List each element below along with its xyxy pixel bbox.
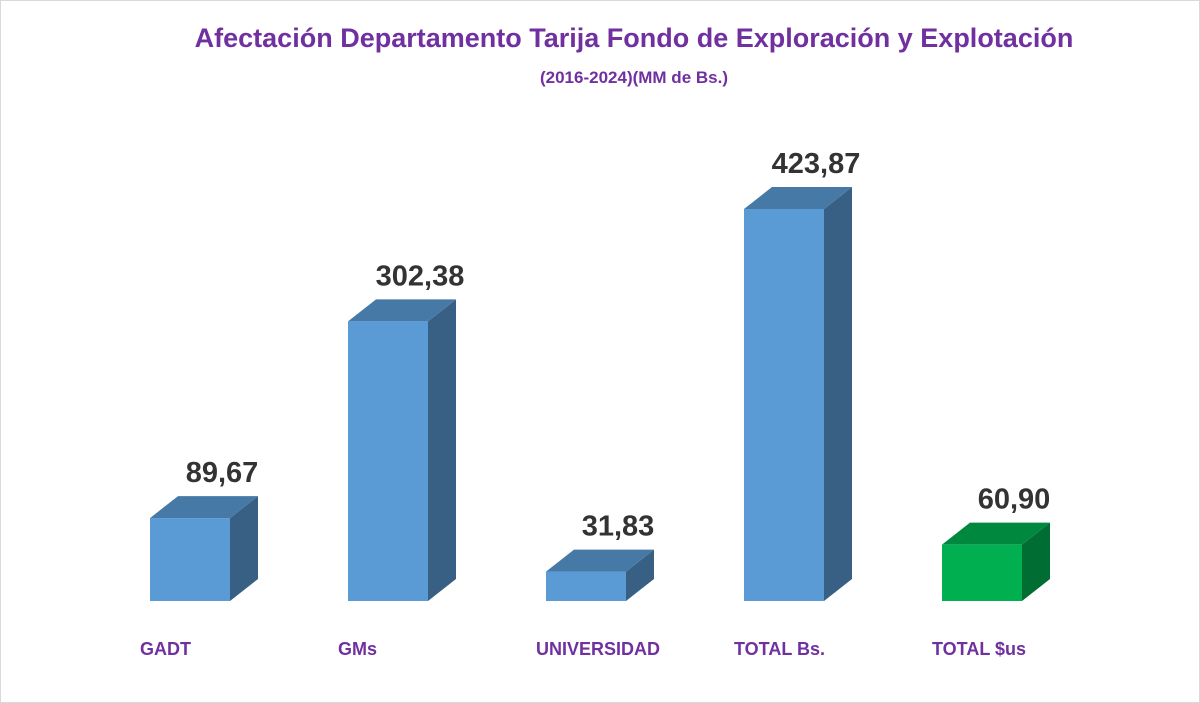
bar-top-face: [546, 549, 654, 572]
bar-front-face: [744, 209, 824, 601]
data-label: 302,38: [376, 260, 465, 292]
bar-2: [348, 299, 456, 601]
bar-4: [744, 187, 852, 601]
data-label: 423,87: [772, 148, 861, 180]
category-label: UNIVERSIDAD: [536, 639, 660, 659]
bar-side-face: [824, 187, 852, 601]
data-label: 89,67: [186, 457, 259, 489]
category-label: GADT: [140, 639, 191, 659]
bar-top-face: [348, 299, 456, 322]
bar-front-face: [348, 321, 428, 601]
bar-front-face: [150, 518, 230, 601]
bar-front-face: [546, 571, 626, 601]
bar-top-face: [942, 522, 1050, 545]
data-label: 31,83: [582, 511, 655, 543]
bar-side-face: [230, 496, 258, 601]
bar-top-face: [150, 496, 258, 519]
bar-side-face: [626, 549, 654, 601]
data-label: 60,90: [978, 484, 1051, 516]
bar-5: [942, 522, 1050, 601]
chart-subtitle: (2016-2024)(MM de Bs.): [539, 68, 728, 87]
bar-side-face: [428, 299, 456, 601]
category-label: GMs: [338, 639, 377, 659]
bar-top-face: [744, 187, 852, 209]
category-label: TOTAL $us: [932, 639, 1026, 659]
chart-title: Afectación Departamento Tarija Fondo de …: [194, 23, 1074, 53]
bar-front-face: [942, 544, 1022, 601]
bar-side-face: [1022, 522, 1050, 601]
category-label: TOTAL Bs.: [734, 639, 825, 659]
bar-1: [150, 496, 258, 601]
bar-3: [546, 549, 654, 601]
